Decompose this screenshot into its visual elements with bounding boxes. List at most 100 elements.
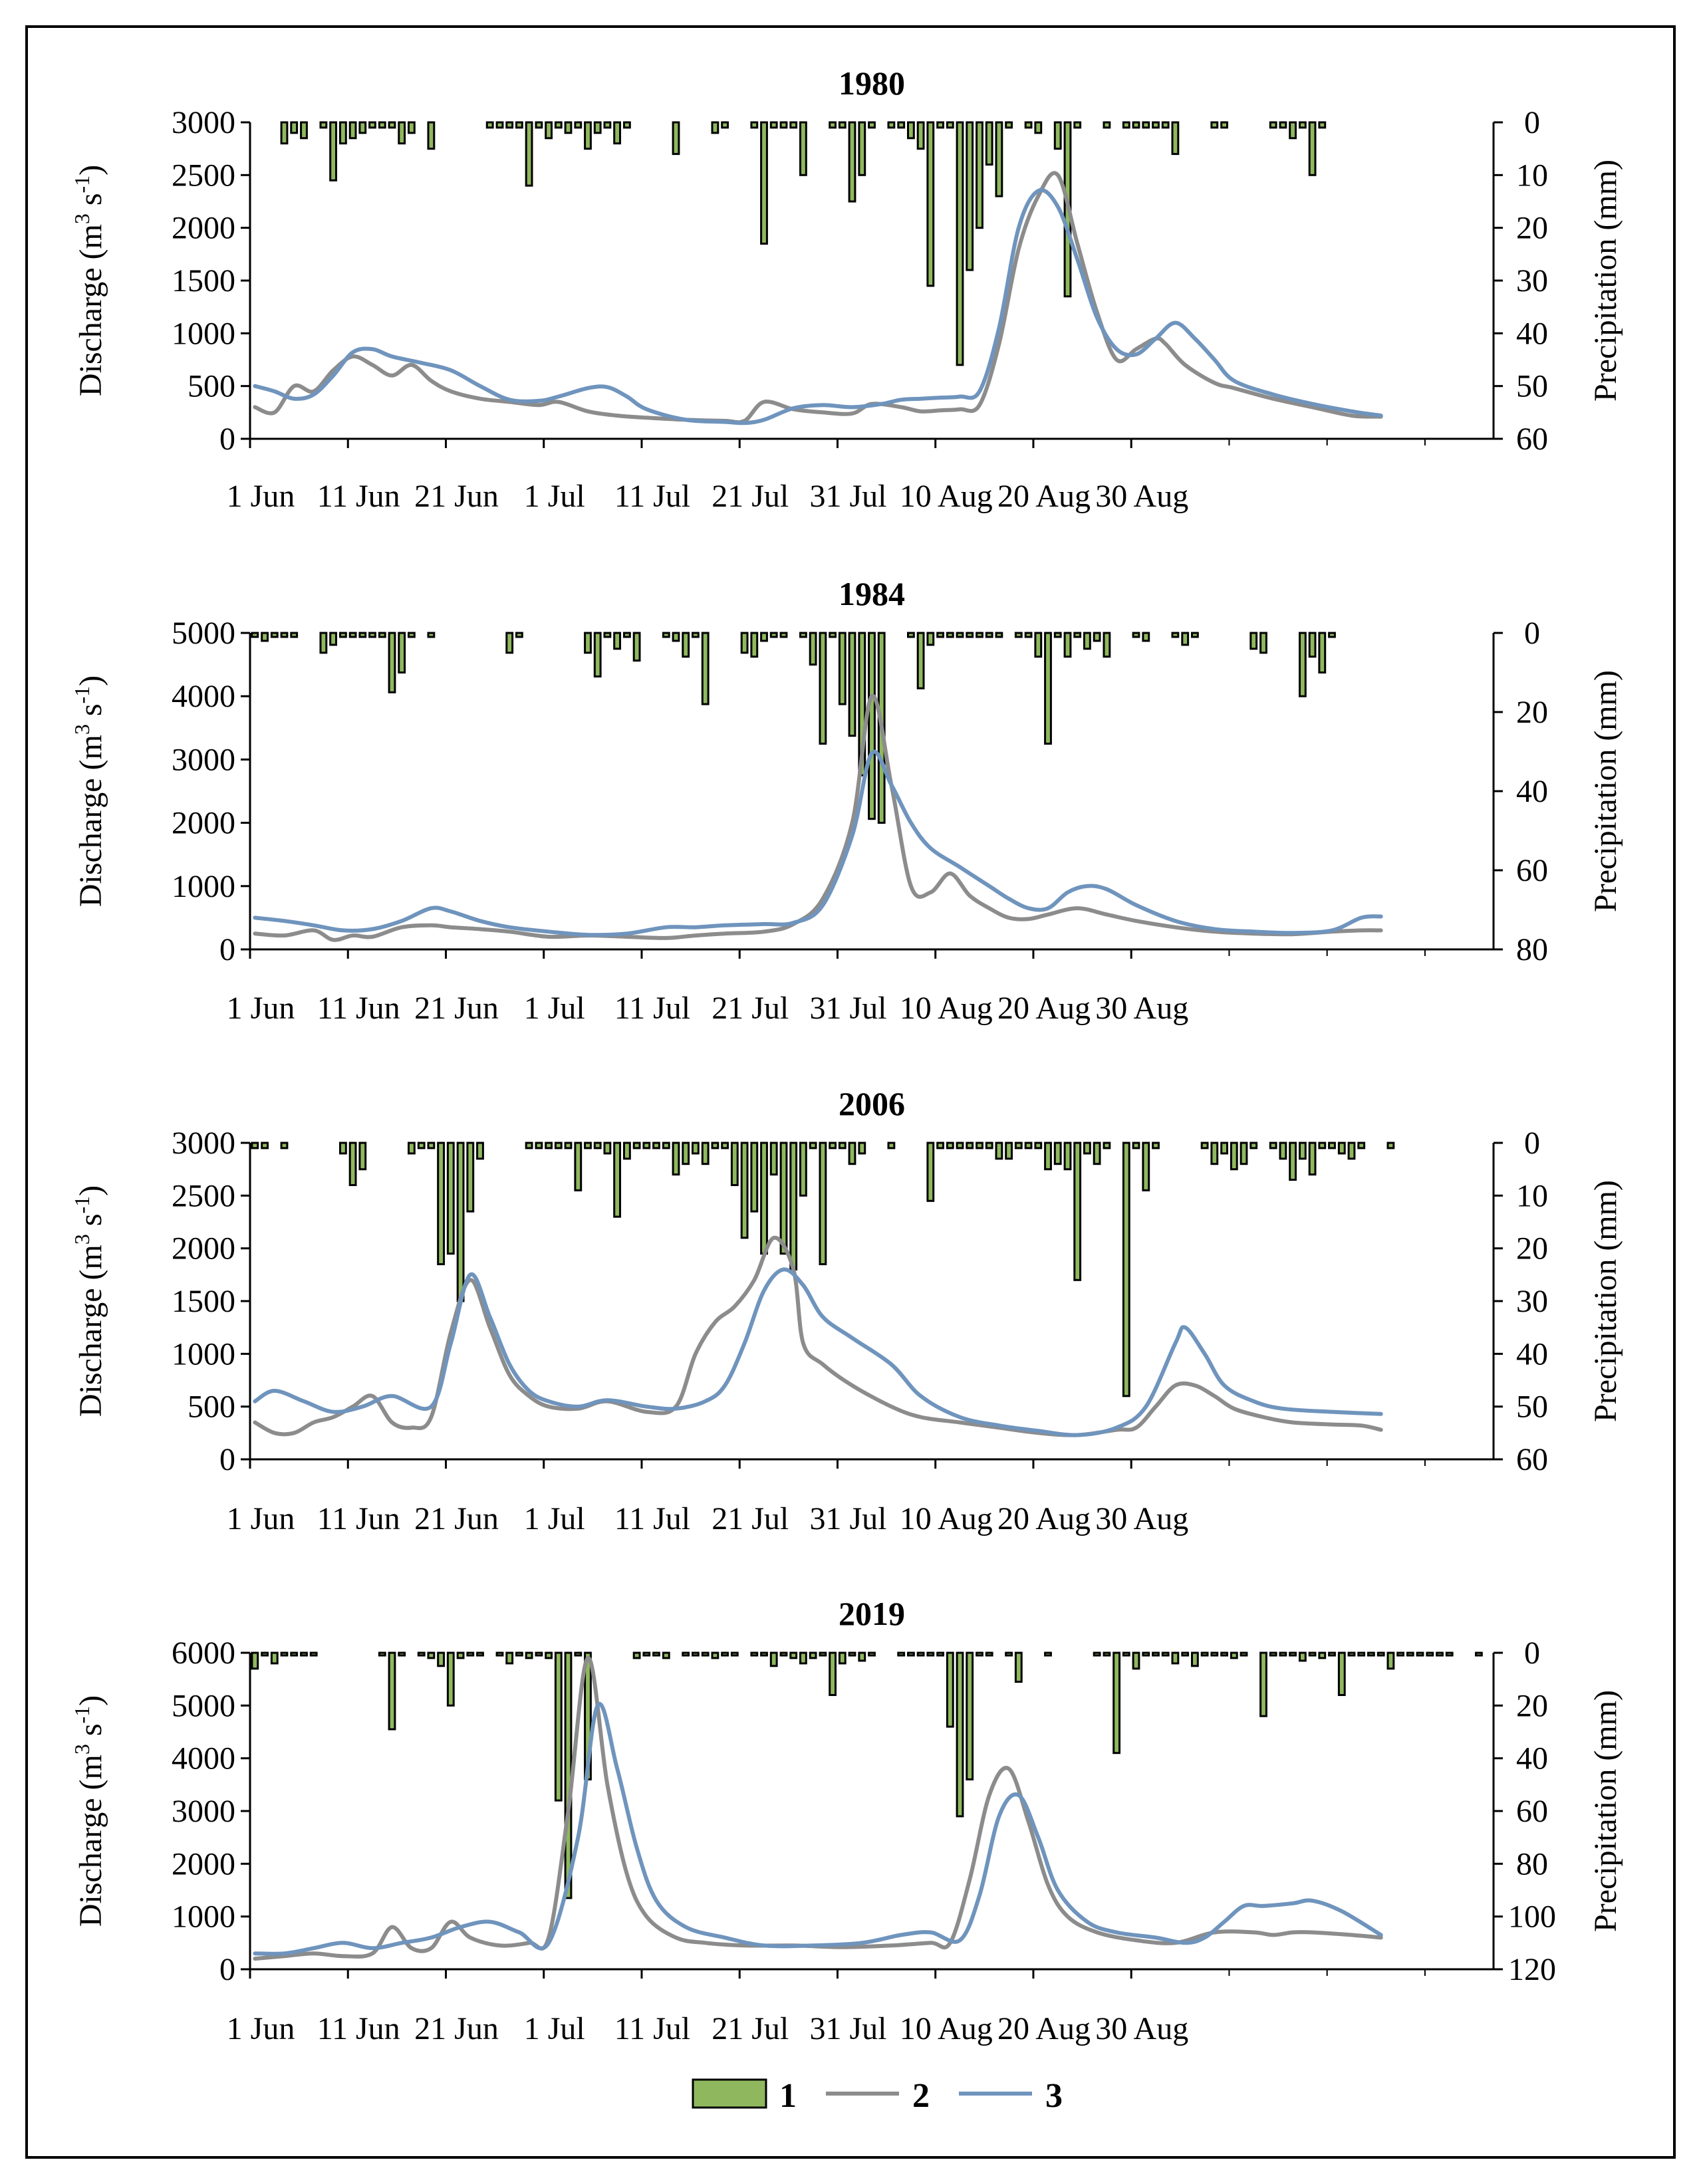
precip-bar xyxy=(1083,632,1091,650)
precip-bar xyxy=(1299,632,1307,697)
y-tick-label: 500 xyxy=(188,1390,235,1425)
precip-bar xyxy=(593,632,602,677)
precip-bar xyxy=(936,121,944,129)
precip-bar xyxy=(1308,632,1317,658)
precip-bar xyxy=(809,1651,817,1659)
precip-bar xyxy=(545,1142,553,1150)
x-tick-label: 30 Aug xyxy=(1095,991,1188,1026)
precip-bar xyxy=(632,632,641,662)
x-tick-label: 11 Jun xyxy=(317,2011,400,2046)
precip-bar xyxy=(682,632,690,658)
precip-bar xyxy=(388,121,396,129)
x-tick-label: 21 Jul xyxy=(712,2011,789,2046)
precip-bar xyxy=(721,1142,729,1150)
y-tick-label: 0 xyxy=(219,1442,235,1477)
precip-bar xyxy=(887,1142,896,1150)
precip-bar xyxy=(1220,1651,1228,1657)
precip-bar xyxy=(1132,1142,1140,1150)
precip-bar xyxy=(829,632,837,638)
precip-bar xyxy=(907,121,915,140)
precip-bar xyxy=(1122,121,1130,129)
y-tick-label: 4000 xyxy=(172,679,235,714)
precip-bar xyxy=(1308,1142,1317,1176)
precip-bar xyxy=(711,1651,720,1659)
precip-bar xyxy=(1279,1142,1287,1160)
precip-bar xyxy=(1063,1142,1072,1171)
precip-bar xyxy=(1269,121,1277,129)
x-tick-label: 31 Jul xyxy=(809,479,886,514)
precip-bar xyxy=(485,121,494,129)
precip-bar xyxy=(427,1142,436,1150)
precip-bar xyxy=(623,1142,631,1160)
precip-bar xyxy=(623,121,631,129)
precip-bar xyxy=(1014,1651,1023,1683)
precip-bar xyxy=(1142,121,1150,129)
precip-bar xyxy=(799,121,807,176)
precip-bar xyxy=(1093,632,1101,642)
precip-bar xyxy=(1044,1651,1052,1657)
precip-bar xyxy=(1269,1651,1277,1657)
precip-bar xyxy=(769,121,778,129)
precip-bar xyxy=(417,1651,426,1657)
x-tick-label: 11 Jul xyxy=(614,1501,690,1536)
precip-bar xyxy=(1406,1651,1414,1657)
precip-bar xyxy=(593,121,602,134)
y2-tick-label: 10 xyxy=(1516,158,1548,193)
y2-tick-label: 50 xyxy=(1516,1390,1548,1425)
precip-bar xyxy=(682,1651,690,1657)
precip-bar xyxy=(339,1142,347,1155)
precip-bar xyxy=(1230,1142,1238,1171)
precip-bar xyxy=(1073,632,1082,638)
precip-bar xyxy=(916,121,925,150)
y-tick-label: 2000 xyxy=(172,1231,235,1267)
precip-bar xyxy=(358,1142,367,1171)
precip-bar xyxy=(1357,1142,1366,1150)
x-tick-label: 30 Aug xyxy=(1095,479,1188,514)
precip-bar xyxy=(848,632,856,737)
precip-bar xyxy=(662,1142,670,1150)
precip-bar xyxy=(799,1142,807,1197)
precip-bar xyxy=(1328,1651,1336,1657)
precip-bar xyxy=(1161,121,1170,129)
precip-bar xyxy=(1132,121,1140,129)
y-tick-label: 2000 xyxy=(172,211,235,246)
precip-bar xyxy=(1161,1651,1170,1657)
y-tick-label: 4000 xyxy=(172,1741,235,1776)
precip-bar xyxy=(515,632,523,638)
precip-bar xyxy=(976,121,983,229)
precip-bar xyxy=(564,1651,573,1899)
y-tick-label: 1000 xyxy=(172,1336,235,1372)
x-tick-label: 11 Jul xyxy=(614,991,690,1026)
precip-bar xyxy=(1299,121,1307,129)
precip-bar xyxy=(838,1142,847,1150)
precip-bar xyxy=(721,121,729,129)
y2-tick-label: 40 xyxy=(1516,1336,1548,1372)
precip-bar xyxy=(1259,1651,1267,1717)
precip-bar xyxy=(1357,1651,1366,1657)
precip-bar xyxy=(1200,1142,1209,1150)
precip-bar xyxy=(985,1142,993,1150)
precip-bar xyxy=(1318,1651,1327,1659)
precip-bar xyxy=(995,632,1003,638)
precip-bar xyxy=(1122,1142,1130,1397)
precip-bar xyxy=(672,632,680,642)
precip-bar xyxy=(584,1142,592,1150)
precip-bar xyxy=(632,1142,641,1150)
precip-bar xyxy=(564,1142,573,1150)
precip-bar xyxy=(779,632,788,638)
precip-bar xyxy=(966,1651,974,1780)
precip-bar xyxy=(730,1142,739,1186)
precip-bar xyxy=(966,121,974,271)
precip-bar xyxy=(280,121,289,145)
y-tick-label: 1000 xyxy=(172,1899,235,1935)
panel-title: 1984 xyxy=(839,575,905,612)
precip-bar xyxy=(251,632,259,638)
precip-bar xyxy=(946,632,954,638)
precip-bar xyxy=(1259,632,1267,654)
precip-bar xyxy=(711,1142,720,1150)
precip-bar xyxy=(897,1651,906,1657)
precip-bar xyxy=(584,632,592,654)
y2-tick-label: 120 xyxy=(1508,1952,1556,1987)
precip-bar xyxy=(1034,121,1043,134)
